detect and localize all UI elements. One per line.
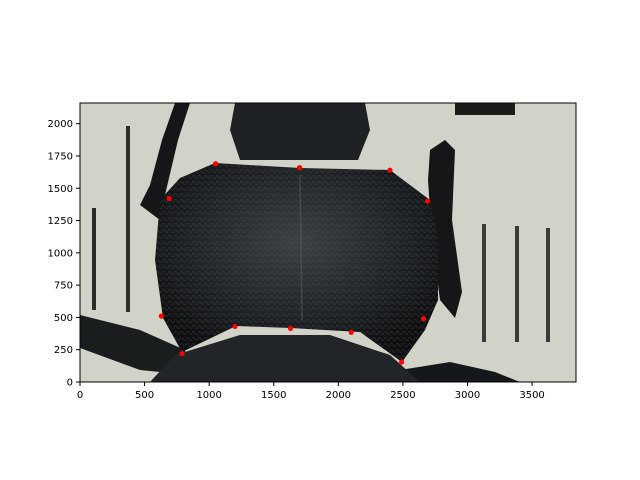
y-tick-label: 1500	[48, 184, 73, 195]
y-tick-label: 1000	[48, 248, 73, 259]
x-tick-label: 2000	[326, 390, 351, 401]
data-point	[420, 316, 427, 322]
x-tick-label: 0	[77, 390, 83, 401]
y-tick-label: 2000	[48, 119, 73, 130]
x-tick-label: 2500	[390, 390, 415, 401]
y-tick-label: 0	[67, 378, 73, 389]
y-tick-label: 500	[54, 313, 73, 324]
scatter-points	[158, 161, 431, 365]
data-point	[213, 161, 219, 167]
x-tick-label: 3000	[455, 390, 480, 401]
y-tick-label: 1250	[48, 216, 73, 227]
x-tick-label: 1000	[196, 390, 221, 401]
plot-frame	[79, 102, 577, 383]
y-tick-label: 1750	[48, 151, 73, 162]
data-point	[179, 350, 185, 357]
y-axis: 0 250 500 750 1000 1250 1500 1750 2000	[48, 119, 80, 389]
photo-background	[80, 103, 576, 382]
y-tick-label: 750	[54, 281, 73, 292]
data-point	[296, 164, 303, 171]
x-tick-label: 1500	[261, 390, 286, 401]
x-tick-label: 500	[135, 390, 154, 401]
data-point	[348, 329, 354, 335]
data-point	[232, 323, 238, 330]
y-tick-label: 250	[54, 345, 73, 356]
data-point	[287, 325, 294, 331]
data-point	[158, 313, 164, 319]
data-point	[399, 359, 405, 365]
x-axis: 0 500 1000 1500 2000 2500 3000 3500	[77, 382, 545, 401]
data-point	[387, 167, 393, 173]
data-point	[424, 198, 431, 204]
x-tick-label: 3500	[519, 390, 544, 401]
data-point	[166, 195, 172, 202]
